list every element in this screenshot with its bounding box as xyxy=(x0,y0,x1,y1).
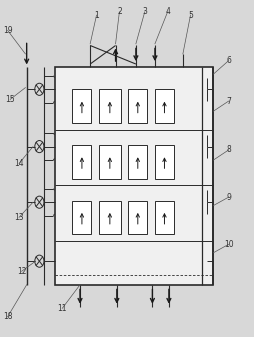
Text: 8: 8 xyxy=(226,146,231,154)
Text: 2: 2 xyxy=(117,7,122,16)
Text: 3: 3 xyxy=(142,7,147,16)
Bar xyxy=(55,67,213,285)
Bar xyxy=(99,201,121,234)
Bar xyxy=(72,145,91,179)
Text: 5: 5 xyxy=(188,11,193,20)
Bar xyxy=(128,89,147,123)
Text: 1: 1 xyxy=(94,11,99,20)
Bar xyxy=(72,201,91,234)
Text: 10: 10 xyxy=(224,240,233,249)
Bar xyxy=(155,201,174,234)
Text: 6: 6 xyxy=(226,56,231,65)
Text: 18: 18 xyxy=(3,312,12,321)
Bar xyxy=(128,145,147,179)
Text: 9: 9 xyxy=(226,193,231,202)
Bar xyxy=(128,201,147,234)
Bar xyxy=(72,89,91,123)
Text: 15: 15 xyxy=(5,95,15,104)
Text: 19: 19 xyxy=(3,26,12,35)
Text: 11: 11 xyxy=(57,304,67,313)
Bar xyxy=(155,145,174,179)
Text: 14: 14 xyxy=(14,159,24,168)
Bar xyxy=(99,89,121,123)
Text: 7: 7 xyxy=(226,97,231,105)
Text: 12: 12 xyxy=(17,267,26,276)
Text: 4: 4 xyxy=(165,7,170,16)
Bar xyxy=(155,89,174,123)
Bar xyxy=(99,145,121,179)
Text: 13: 13 xyxy=(14,213,24,222)
